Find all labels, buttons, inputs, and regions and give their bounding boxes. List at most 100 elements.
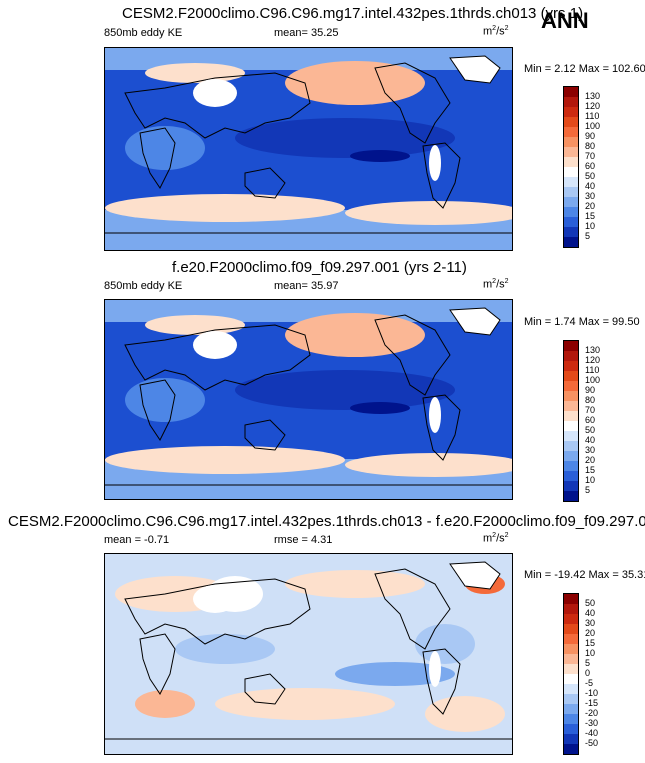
colorbar-swatch	[564, 167, 578, 177]
colorbar-tick-label: -20	[585, 708, 599, 718]
colorbar-swatch	[564, 491, 578, 501]
colorbar: 130 120 110 100 90 80 70 60 50 40 30 20 15 10 5	[563, 86, 633, 248]
colorbar-swatch	[564, 604, 578, 614]
minmax-label: Min = -19.42 Max = 35.31	[524, 569, 645, 581]
colorbar-swatch	[564, 97, 578, 107]
units-exp: 2	[504, 278, 509, 285]
colorbar-tick-label: 80	[585, 141, 596, 151]
colorbar-swatch	[564, 481, 578, 491]
colorbar-swatch	[564, 594, 578, 604]
colorbar-tick-label: 50	[585, 171, 596, 181]
units-base: m	[483, 25, 493, 38]
colorbar-tick-label: 15	[585, 465, 596, 475]
units-mid: /s	[496, 532, 505, 545]
colorbar-tick-label: 5	[585, 231, 591, 241]
minmax-label: Min = 2.12 Max = 102.60	[524, 63, 645, 75]
colorbar-tick-label: -15	[585, 698, 599, 708]
colorbar-tick-label: -5	[585, 678, 594, 688]
center-label: rmse = 4.31	[274, 534, 333, 546]
colorbar-tick-label: -30	[585, 718, 599, 728]
units-exp: 2	[492, 278, 497, 285]
map-panel	[104, 299, 513, 500]
colorbar-tick-label: 90	[585, 131, 596, 141]
colorbar-tick-label: 10	[585, 648, 596, 658]
colorbar-tick-label: -50	[585, 738, 599, 748]
colorbar-swatch	[564, 624, 578, 634]
colorbar: 130 120 110 100 90 80 70 60 50 40 30 20 15 10 5	[563, 340, 633, 502]
map-panel	[104, 553, 513, 755]
colorbar-tick-label: 40	[585, 181, 596, 191]
colorbar-swatch	[564, 127, 578, 137]
colorbar-tick-label: 70	[585, 151, 596, 161]
colorbar-swatch	[564, 187, 578, 197]
colorbar-box	[563, 340, 579, 502]
colorbar-swatch	[564, 724, 578, 734]
left-label: 850mb eddy KE	[104, 27, 183, 39]
colorbar-swatch	[564, 714, 578, 724]
colorbar-swatch	[564, 157, 578, 167]
colorbar-tick-label: 80	[585, 395, 596, 405]
colorbar-swatch	[564, 674, 578, 684]
colorbar-swatch	[564, 107, 578, 117]
colorbar: 50 40 30 20 15 10 5 0 -5 -10 -15 -20 -30 -40 -50	[563, 593, 633, 755]
center-label: mean= 35.97	[274, 280, 339, 292]
colorbar-swatch	[564, 451, 578, 461]
colorbar-swatch	[564, 401, 578, 411]
units-exp: 2	[504, 532, 509, 539]
map-field	[105, 554, 512, 754]
colorbar-swatch	[564, 391, 578, 401]
colorbar-tick-label: 60	[585, 161, 596, 171]
colorbar-swatch	[564, 654, 578, 664]
minmax-label: Min = 1.74 Max = 99.50	[524, 316, 640, 328]
units-label: m2/s2	[483, 278, 509, 291]
units-label: m2/s2	[483, 532, 509, 545]
colorbar-tick-label: 15	[585, 211, 596, 221]
colorbar-tick-label: 20	[585, 455, 596, 465]
units-exp: 2	[492, 532, 497, 539]
colorbar-tick-label: 40	[585, 435, 596, 445]
units-label: m2/s2	[483, 25, 509, 38]
colorbar-swatch	[564, 117, 578, 127]
colorbar-swatch	[564, 217, 578, 227]
center-label: mean= 35.25	[274, 27, 339, 39]
colorbar-tick-label: 120	[585, 101, 601, 111]
colorbar-swatch	[564, 341, 578, 351]
colorbar-swatch	[564, 634, 578, 644]
colorbar-tick-label: 10	[585, 221, 596, 231]
colorbar-tick-label: 5	[585, 485, 591, 495]
colorbar-tick-label: 50	[585, 598, 596, 608]
colorbar-tick-label: 30	[585, 191, 596, 201]
colorbar-tick-label: 130	[585, 91, 601, 101]
colorbar-swatch	[564, 694, 578, 704]
colorbar-swatch	[564, 361, 578, 371]
units-exp: 2	[504, 25, 509, 32]
colorbar-tick-label: 60	[585, 415, 596, 425]
colorbar-swatch	[564, 207, 578, 217]
left-label: 850mb eddy KE	[104, 280, 183, 292]
colorbar-swatch	[564, 704, 578, 714]
colorbar-swatch	[564, 87, 578, 97]
units-mid: /s	[496, 25, 505, 38]
colorbar-tick-label: 10	[585, 475, 596, 485]
colorbar-swatch	[564, 177, 578, 187]
units-mid: /s	[496, 278, 505, 291]
colorbar-swatch	[564, 441, 578, 451]
map-field	[105, 48, 512, 250]
colorbar-tick-label: 110	[585, 111, 600, 121]
colorbar-swatch	[564, 431, 578, 441]
map-panel	[104, 47, 513, 251]
colorbar-swatch	[564, 734, 578, 744]
colorbar-tick-label: 100	[585, 121, 601, 131]
colorbar-swatch	[564, 461, 578, 471]
colorbar-tick-label: 20	[585, 201, 596, 211]
colorbar-swatch	[564, 197, 578, 207]
colorbar-tick-label: 100	[585, 375, 601, 385]
colorbar-swatch	[564, 237, 578, 247]
colorbar-swatch	[564, 471, 578, 481]
colorbar-swatch	[564, 744, 578, 754]
colorbar-swatch	[564, 684, 578, 694]
colorbar-tick-label: 5	[585, 658, 591, 668]
colorbar-tick-label: 30	[585, 618, 596, 628]
colorbar-swatch	[564, 664, 578, 674]
units-exp: 2	[492, 25, 497, 32]
